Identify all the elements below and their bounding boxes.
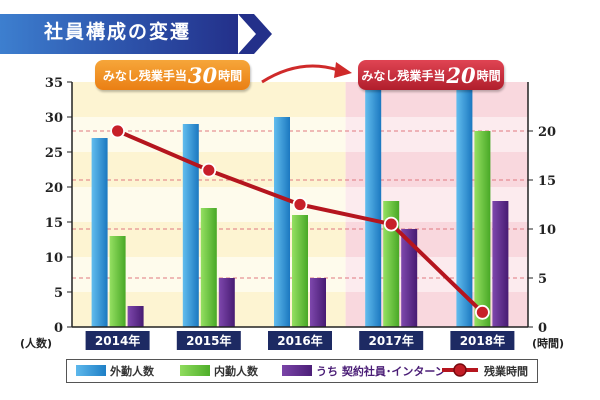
callout-overtime-allowance-before: みなし残業手当 30 時間 — [95, 60, 250, 90]
category-label-2: 2016年 — [277, 333, 322, 348]
callout-hours: 30 — [187, 62, 218, 88]
category-label-3: 2017年 — [368, 333, 413, 348]
category-box-1 — [176, 331, 241, 350]
callout-label: みなし残業手当 — [361, 68, 446, 83]
left-tick-label: 10 — [45, 251, 63, 266]
bar-inside-2 — [292, 215, 308, 327]
page-title: 社員構成の変遷 — [44, 21, 192, 43]
bar-inside-4 — [474, 131, 491, 327]
bar-contract-4 — [492, 201, 509, 327]
legend-label-outside: 外勤人数 — [110, 365, 154, 378]
bar-outside-4 — [456, 89, 473, 327]
overtime-point-4 — [474, 304, 490, 320]
legend-label-contract: うち 契約社員･インターン — [316, 365, 446, 378]
left-tick-label: 25 — [45, 146, 63, 161]
right-tick-label: 0 — [538, 321, 547, 336]
overtime-point-1 — [201, 162, 217, 178]
right-tick-label: 5 — [538, 272, 547, 287]
legend-swatch-outside — [76, 365, 106, 376]
bar-inside-0 — [109, 236, 126, 327]
bar-outside-1 — [182, 124, 199, 327]
bar-outside-2 — [274, 117, 290, 327]
left-tick-label: 5 — [54, 286, 63, 301]
right-tick-label: 20 — [538, 125, 556, 140]
bar-outside-0 — [91, 138, 108, 327]
left-tick-label: 0 — [54, 321, 63, 336]
category-label-1: 2015年 — [186, 333, 231, 348]
bar-contract-2 — [310, 278, 326, 327]
legend-swatch-contract — [282, 365, 312, 376]
category-box-4 — [450, 331, 515, 350]
callout-label: みなし残業手当 — [102, 68, 187, 83]
left-axis-title: (人数) — [20, 336, 52, 350]
bar-outside-3 — [365, 82, 382, 327]
callout-overtime-allowance-after: みなし残業手当 20 時間 — [358, 60, 504, 90]
callout-unit: 時間 — [218, 68, 243, 83]
legend-swatch-overtime — [442, 363, 478, 377]
left-tick-label: 30 — [45, 111, 63, 126]
overtime-point-3 — [383, 216, 399, 232]
left-tick-label: 35 — [45, 76, 63, 91]
legend-swatch-inside — [180, 365, 210, 376]
callout-unit: 時間 — [476, 68, 501, 83]
transition-arrowhead — [334, 62, 352, 78]
bar-contract-1 — [218, 278, 235, 327]
bar-contract-0 — [127, 306, 144, 327]
bar-contract-3 — [401, 229, 418, 327]
title-chevron-icon — [238, 14, 272, 54]
left-tick-label: 20 — [45, 181, 63, 196]
legend-label-inside: 内勤人数 — [214, 365, 258, 378]
category-box-2 — [268, 331, 332, 350]
bar-inside-3 — [383, 201, 400, 327]
category-box-0 — [85, 331, 150, 350]
left-tick-label: 15 — [45, 216, 63, 231]
transition-arrow — [261, 64, 339, 84]
title-banner — [0, 14, 238, 54]
right-axis-title: (時間) — [532, 336, 564, 350]
right-tick-label: 15 — [538, 174, 556, 189]
category-label-4: 2018年 — [460, 333, 505, 348]
callout-hours: 20 — [446, 62, 476, 88]
right-tick-label: 10 — [538, 223, 556, 238]
category-box-3 — [359, 331, 424, 350]
overtime-point-0 — [110, 123, 125, 139]
category-label-0: 2014年 — [95, 333, 140, 348]
legend-label-overtime: 残業時間 — [484, 365, 528, 378]
overtime-point-2 — [292, 197, 308, 212]
bar-inside-1 — [200, 208, 217, 327]
